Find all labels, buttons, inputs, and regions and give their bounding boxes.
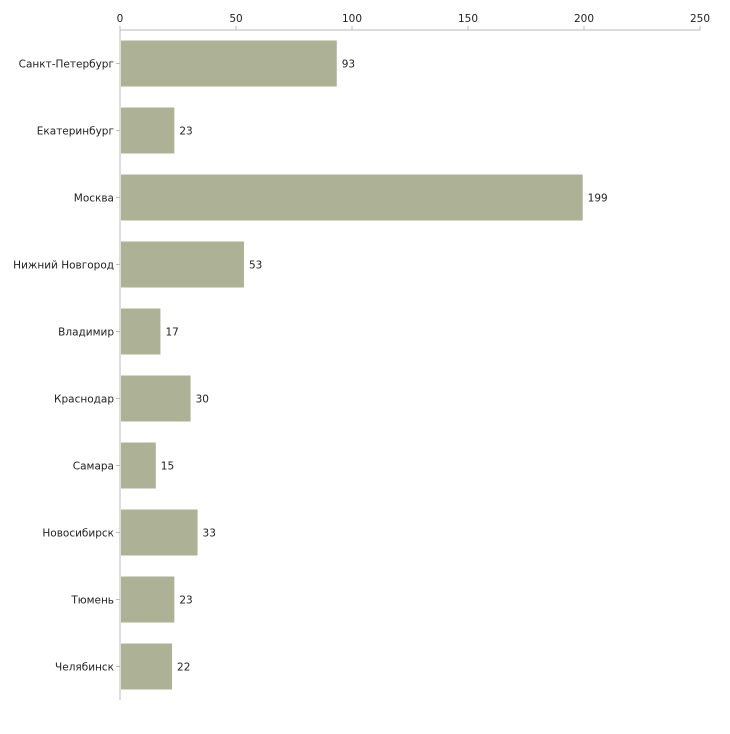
bar bbox=[121, 40, 337, 87]
y-axis: Санкт-Петербург Екатеринбург Москва Нижний … bbox=[13, 30, 121, 700]
value-label: 53 bbox=[249, 260, 262, 272]
bar bbox=[121, 442, 156, 489]
x-axis: 0 50 100 150 200 250 bbox=[117, 13, 710, 31]
x-tick-label: 250 bbox=[690, 13, 710, 25]
bar bbox=[121, 375, 191, 422]
x-tick-label: 100 bbox=[342, 13, 362, 25]
category-label: Новосибирск bbox=[42, 528, 114, 540]
value-label: 199 bbox=[588, 193, 608, 205]
category-label: Нижний Новгород bbox=[13, 260, 114, 272]
bar bbox=[121, 643, 173, 690]
bars: 93 23 199 53 17 30 15 33 23 22 bbox=[121, 40, 608, 690]
bar bbox=[121, 241, 244, 288]
category-label: Владимир bbox=[58, 327, 114, 339]
category-label: Челябинск bbox=[55, 662, 114, 674]
value-label: 15 bbox=[161, 461, 174, 473]
value-label: 33 bbox=[203, 528, 216, 540]
x-tick-label: 0 bbox=[117, 13, 124, 25]
bar bbox=[121, 107, 175, 154]
bar bbox=[121, 308, 161, 355]
category-label: Самара bbox=[73, 461, 114, 473]
category-label: Москва bbox=[74, 193, 114, 205]
x-tick-label: 200 bbox=[574, 13, 594, 25]
category-label: Краснодар bbox=[54, 394, 114, 406]
bar bbox=[121, 576, 175, 623]
value-label: 23 bbox=[179, 126, 192, 138]
value-label: 23 bbox=[179, 595, 192, 607]
category-label: Санкт-Петербург bbox=[19, 59, 114, 71]
value-label: 22 bbox=[177, 662, 190, 674]
category-label: Тюмень bbox=[70, 595, 114, 607]
bar bbox=[121, 509, 198, 556]
x-tick-label: 150 bbox=[458, 13, 478, 25]
x-tick-label: 50 bbox=[229, 13, 242, 25]
value-label: 17 bbox=[165, 327, 178, 339]
category-label: Екатеринбург bbox=[37, 126, 114, 138]
bar bbox=[121, 174, 583, 221]
value-label: 30 bbox=[196, 394, 209, 406]
value-label: 93 bbox=[342, 59, 355, 71]
